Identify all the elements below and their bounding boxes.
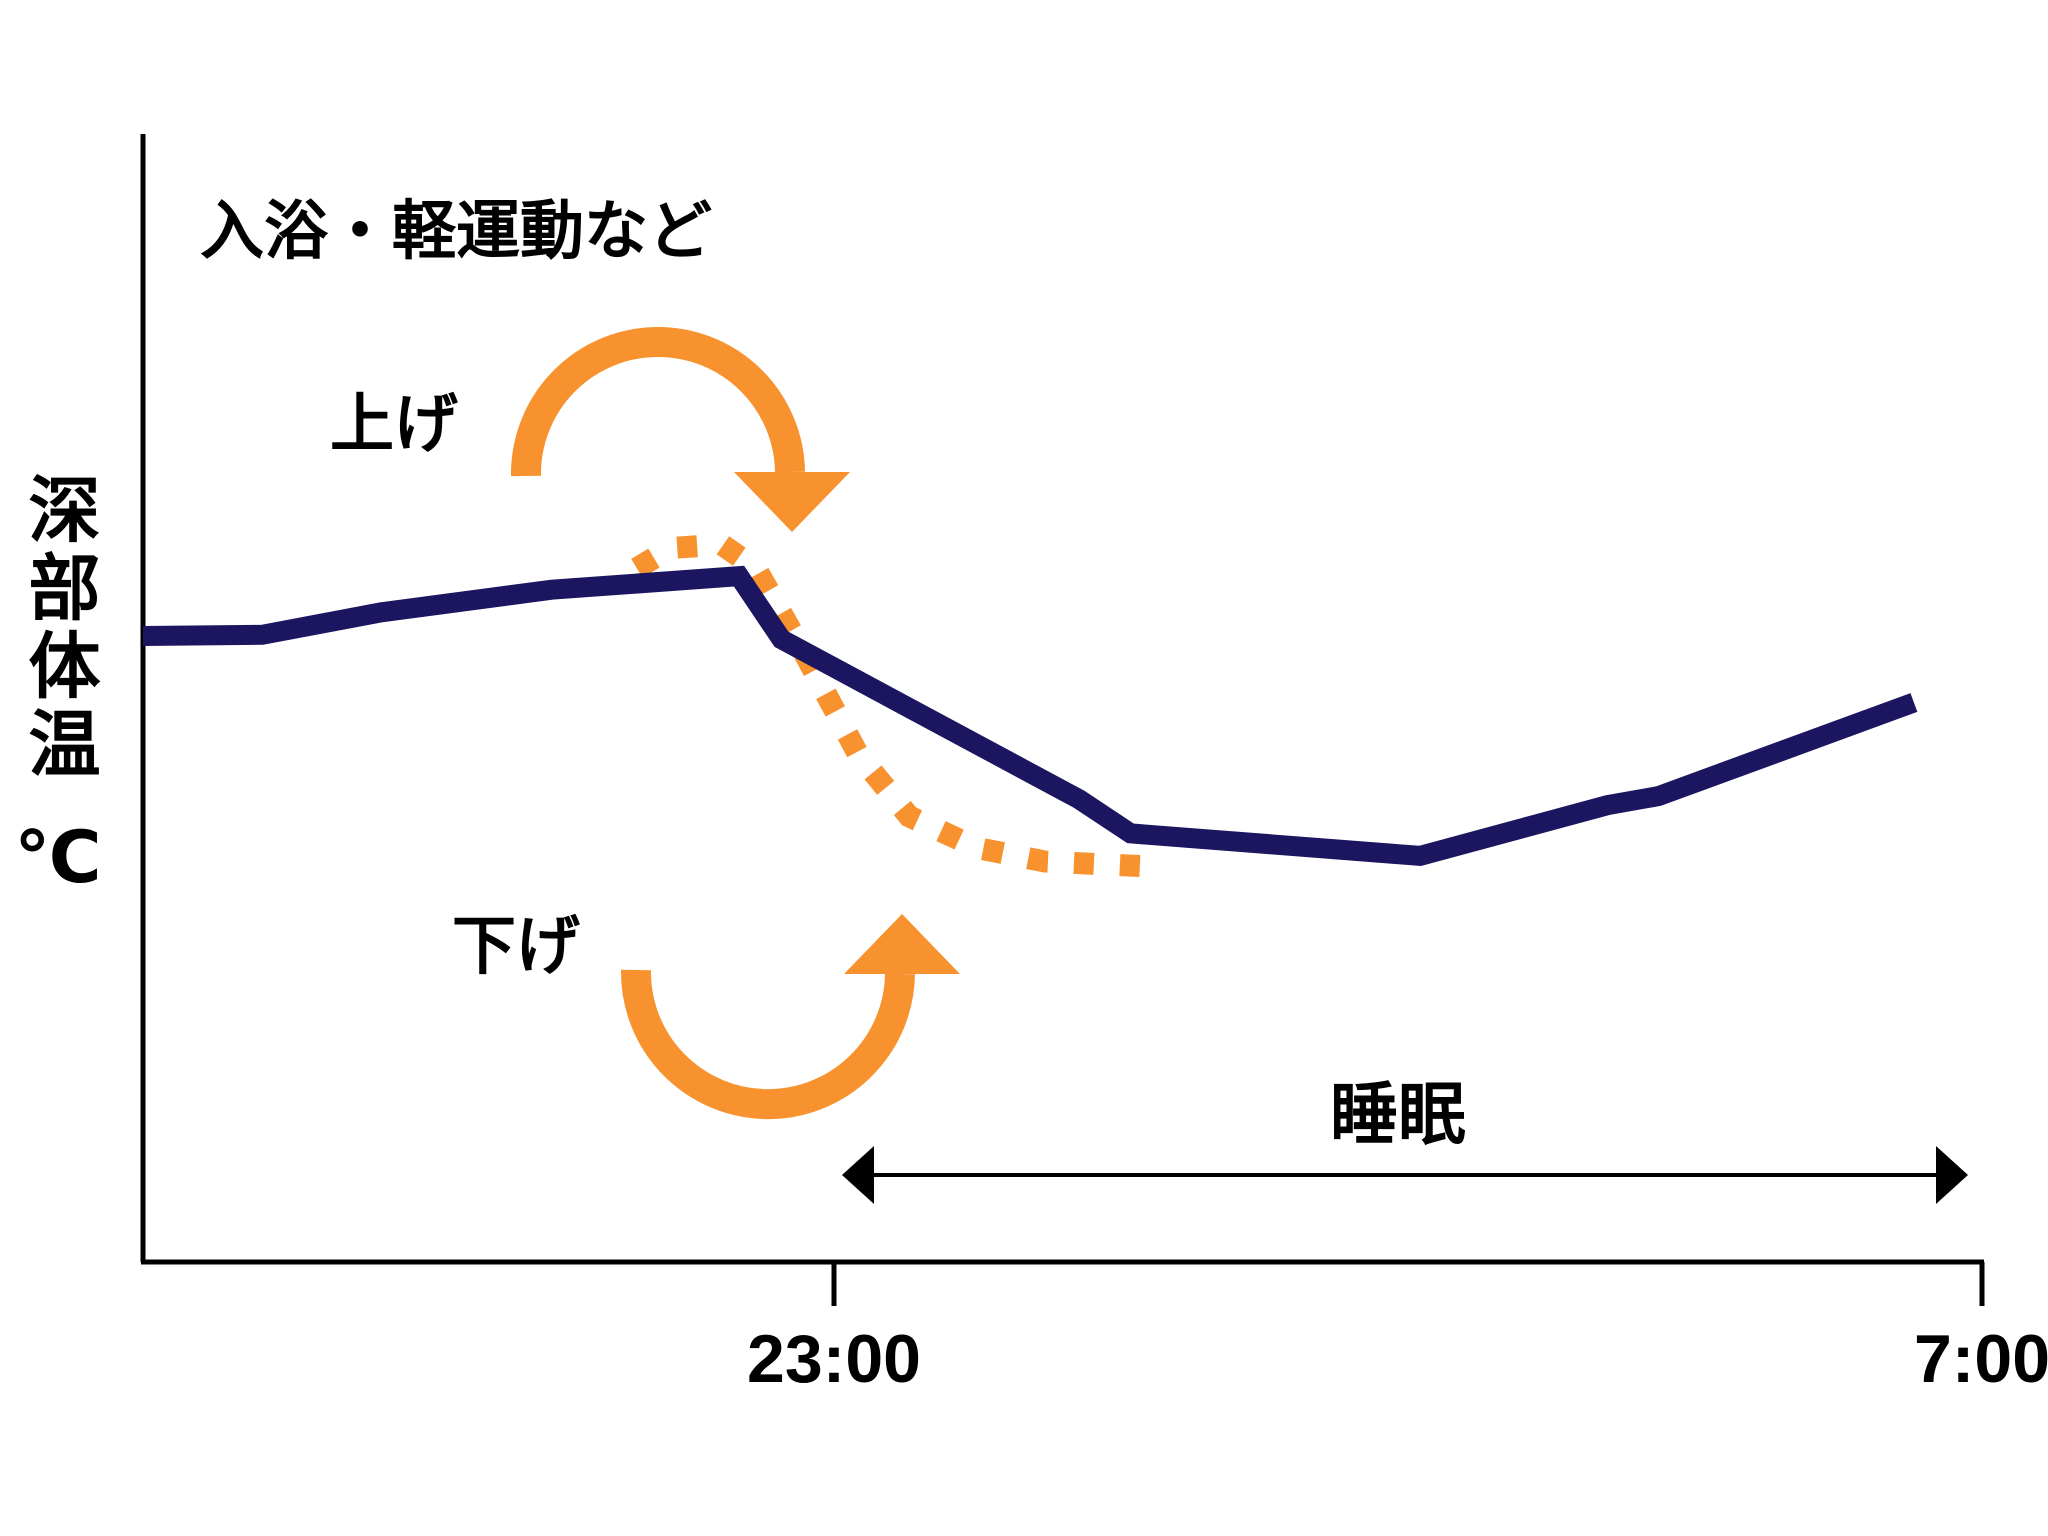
adjusted-temperature-line (631, 533, 1166, 879)
x-tick-label-2300: 23:00 (747, 1321, 921, 1397)
series-layer (142, 533, 1918, 879)
sleep-label: 睡眠 (1330, 1076, 1466, 1155)
sleep-span-arrow (842, 1146, 1968, 1204)
raise-label: 上げ (330, 388, 458, 462)
y-axis-label: 深部体温 ℃ (16, 472, 100, 905)
activity-label: 入浴・軽運動など (200, 195, 712, 269)
raise-arrow-icon (510, 327, 850, 532)
lower-arrow-icon (620, 914, 960, 1119)
lower-label: 下げ (452, 910, 580, 984)
core-temperature-line (142, 565, 1918, 867)
x-tick-label-0700: 7:00 (1914, 1321, 2048, 1397)
